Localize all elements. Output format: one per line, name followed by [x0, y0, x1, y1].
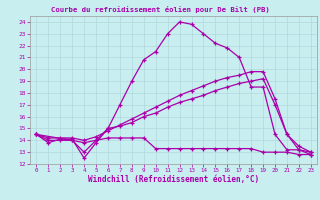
X-axis label: Windchill (Refroidissement éolien,°C): Windchill (Refroidissement éolien,°C) [88, 175, 259, 184]
Text: Courbe du refroidissement éolien pour De Bilt (PB): Courbe du refroidissement éolien pour De… [51, 6, 269, 13]
